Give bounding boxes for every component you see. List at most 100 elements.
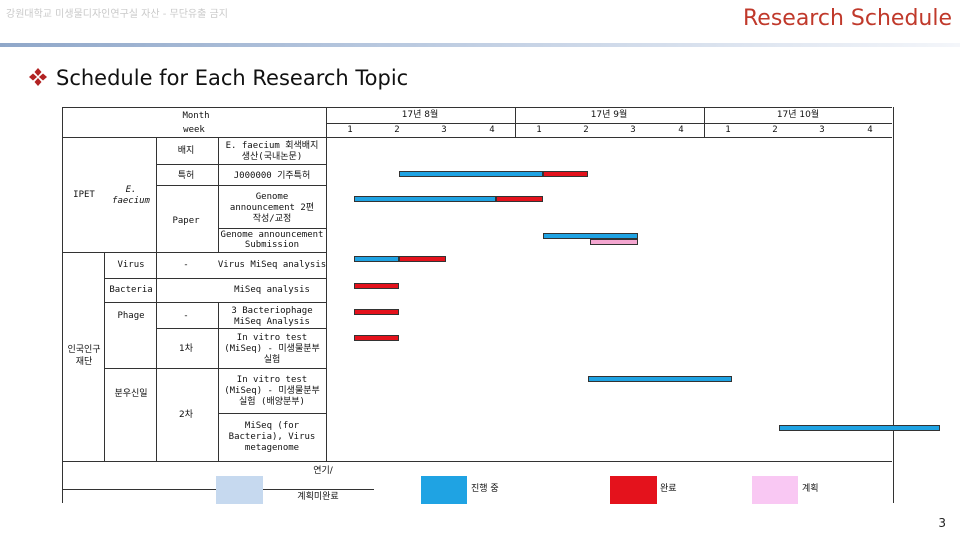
week-header: 4 (678, 125, 684, 135)
row-divider (156, 164, 326, 165)
task-label: In vitro test (236, 375, 308, 385)
month-header: 17년 8월 (401, 110, 439, 120)
task-label: (MiSeq) - 미생물분부 (224, 386, 320, 396)
subgroup-label: 특허 (177, 171, 195, 181)
column-divider (156, 252, 157, 461)
task-label: announcement 2편 (229, 203, 315, 213)
week-header: 2 (772, 125, 778, 135)
task-label: 3 Bacteriophage (231, 306, 313, 316)
week-header: 1 (725, 125, 731, 135)
week-header: 2 (583, 125, 589, 135)
gantt-bar-phage_a-red (354, 309, 400, 315)
subgroup-label: Bacteria (109, 285, 153, 295)
task-label: Genome (255, 192, 289, 202)
month-header: 17년 9월 (590, 110, 628, 120)
task-label: MiSeq analysis (234, 285, 310, 295)
week-header: 1 (536, 125, 542, 135)
legend-label-delayed: 계획미완료 (297, 492, 339, 502)
gantt-bar-virus-blue (354, 256, 400, 262)
legend-label-done: 완료 (660, 484, 677, 494)
gantt-bar-genome_submit-blue (543, 233, 638, 239)
subgroup-label: Virus (117, 260, 145, 270)
task-label: 생산(국내논문) (241, 152, 303, 162)
legend-swatch-planned (752, 476, 798, 504)
row-divider (104, 278, 326, 279)
week-header: 3 (441, 125, 447, 135)
week-header: 4 (867, 125, 873, 135)
task-label: Bacteria), Virus (228, 432, 316, 442)
phase-label: 1차 (178, 344, 194, 354)
gantt-bar-phage_b-red (354, 335, 400, 341)
row-divider (156, 185, 326, 186)
legend-label-delayed: 연기/ (313, 466, 333, 476)
group-label-e-faecium: E. (125, 185, 137, 195)
legend-swatch-in-progress (421, 476, 467, 504)
slide-title: Research Schedule (743, 6, 952, 31)
gantt-bar-patent-blue (399, 171, 544, 177)
diamond-bullet-icon (29, 68, 47, 86)
column-divider (104, 252, 105, 461)
gantt-bar-phase2a-blue (587, 376, 732, 382)
task-label: 실험 (263, 355, 281, 365)
task-label: MiSeq (for (244, 421, 300, 431)
task-label: (MiSeq) - 미생물분부 (224, 344, 320, 354)
column-divider (218, 137, 219, 252)
header-bottom-border (62, 137, 892, 138)
group-divider (62, 252, 326, 253)
month-row-divider (326, 123, 892, 124)
month-divider (515, 107, 516, 137)
subgroup-label: Paper (172, 216, 200, 226)
task-label: E. faecium 회색배지 (225, 141, 319, 151)
task-label: 작성/교정 (252, 214, 292, 224)
watermark-text: 강원대학교 미생물디자인연구실 자산 - 무단유출 금지 (6, 9, 228, 20)
gantt-bar-phase2b-blue (779, 425, 940, 431)
gantt-bar-bacteria-red (354, 283, 400, 289)
group-label-e-faecium: faecium (112, 196, 150, 206)
column-divider (156, 137, 157, 252)
task-label: 실험 (배양분부) (239, 397, 305, 407)
phase-label: 2차 (178, 410, 194, 420)
week-header: 2 (394, 125, 400, 135)
task-label: metagenome (244, 443, 300, 453)
dash-cell: - (183, 311, 189, 321)
week-header: 3 (819, 125, 825, 135)
row-divider (156, 328, 326, 329)
week-header: 3 (630, 125, 636, 135)
task-column-divider (326, 107, 327, 461)
group-label-institute: 재단 (75, 357, 93, 367)
week-header: 1 (347, 125, 353, 135)
page-number: 3 (938, 516, 946, 530)
subgroup-label: Phage (117, 311, 145, 321)
gantt-bar-genome_paper-red (495, 196, 544, 202)
group-label-ipet: IPET (73, 190, 95, 200)
row-divider (218, 413, 326, 414)
task-label: Submission (244, 240, 300, 250)
month-header: 17년 10월 (776, 110, 820, 120)
legend-swatch-done (610, 476, 657, 504)
gantt-bar-patent-red (543, 171, 588, 177)
task-label: In vitro test (236, 333, 308, 343)
gantt-bar-genome_submit-pink (590, 239, 638, 245)
table-frame (62, 107, 894, 503)
row-divider (104, 302, 326, 303)
section-title: Schedule for Each Research Topic (56, 66, 409, 90)
dash-cell: - (183, 260, 189, 270)
week-label: week (183, 125, 205, 135)
table-top-border (62, 107, 892, 108)
gantt-bar-genome_paper-blue (354, 196, 496, 202)
legend-label-in-progress: 진행 중 (471, 484, 499, 494)
month-label: Month (182, 111, 210, 121)
column-divider (218, 302, 219, 461)
week-header: 4 (489, 125, 495, 135)
table-body-bottom (62, 461, 892, 462)
group-label-institute: 인국인구 (67, 345, 101, 355)
month-divider (704, 107, 705, 137)
legend-swatch-delayed (216, 476, 263, 504)
subgroup-label: 배지 (177, 146, 195, 156)
task-label: Genome announcement (220, 230, 324, 240)
row-divider (104, 368, 326, 369)
legend-label-planned: 계획 (802, 484, 819, 494)
subgroup-label: 분우신일 (114, 389, 148, 399)
task-label: Virus MiSeq analysis (217, 260, 327, 270)
gantt-bar-virus-red (399, 256, 447, 262)
